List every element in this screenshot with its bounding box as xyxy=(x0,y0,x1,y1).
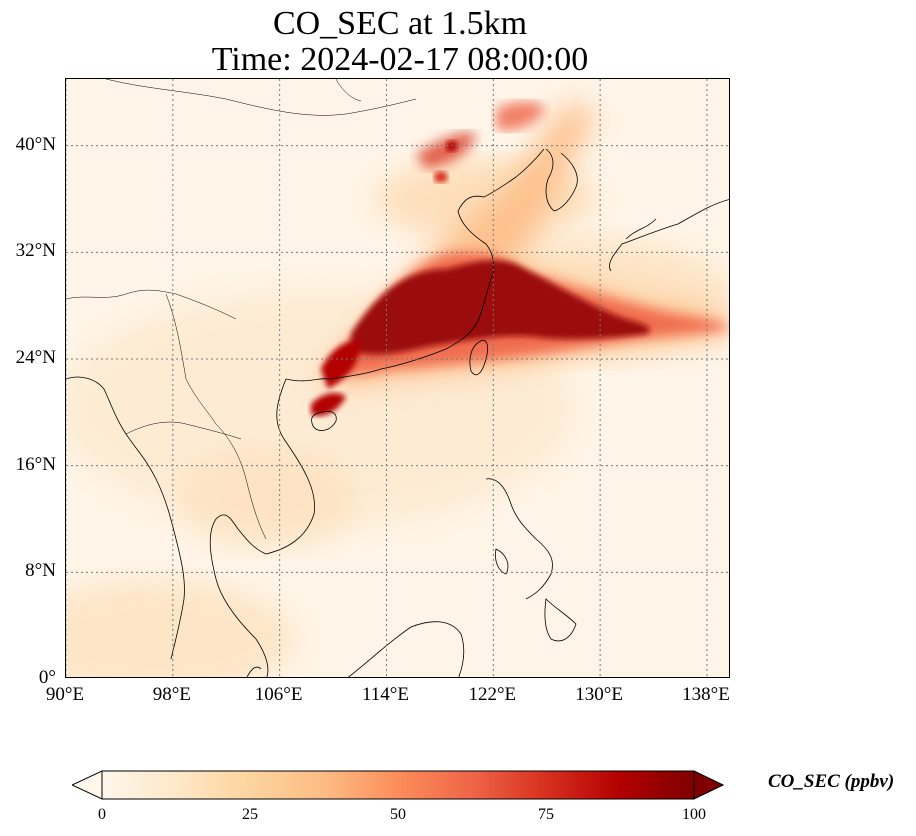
lat-tick-label: 24°N xyxy=(15,347,56,368)
lon-tick-label: 106°E xyxy=(254,684,303,705)
concentration-field xyxy=(66,99,729,677)
colorbar-body xyxy=(101,770,695,800)
lon-tick-label: 114°E xyxy=(361,684,409,705)
lat-tick-label: 40°N xyxy=(15,133,56,155)
colorbar-extend-min xyxy=(70,770,103,800)
lon-tick-label: 130°E xyxy=(575,684,623,705)
colorbar xyxy=(70,770,725,800)
lon-tick-label: 98°E xyxy=(152,684,191,705)
map-panel xyxy=(65,78,730,678)
lon-tick-label: 138°E xyxy=(682,684,730,705)
colorbar-tick-label: 50 xyxy=(390,806,406,823)
lat-tick-label: 16°N xyxy=(15,453,56,475)
colorbar-tick-label: 25 xyxy=(242,806,258,823)
lat-tick-label: 32°N xyxy=(15,240,56,262)
colorbar-extend-max xyxy=(693,770,725,800)
chart-title-line-1: CO_SEC at 1.5km xyxy=(272,5,528,42)
map-canvas xyxy=(66,79,729,677)
lat-tick-label: 0° xyxy=(38,667,56,688)
chart-title-line-2: Time: 2024-02-17 08:00:00 xyxy=(211,41,589,78)
colorbar-graphic xyxy=(70,770,725,800)
colorbar-tick-label: 0 xyxy=(98,806,106,823)
gridlines xyxy=(66,79,729,677)
colorbar-tick-label: 75 xyxy=(538,806,554,823)
lon-tick-label: 90°E xyxy=(45,684,85,705)
colorbar-tick-label: 100 xyxy=(682,806,706,823)
colorbar-label: CO_SEC (ppbv) xyxy=(768,771,895,792)
lat-tick-label: 8°N xyxy=(25,560,56,582)
coastlines xyxy=(66,79,729,677)
lon-tick-label: 122°E xyxy=(468,684,517,705)
